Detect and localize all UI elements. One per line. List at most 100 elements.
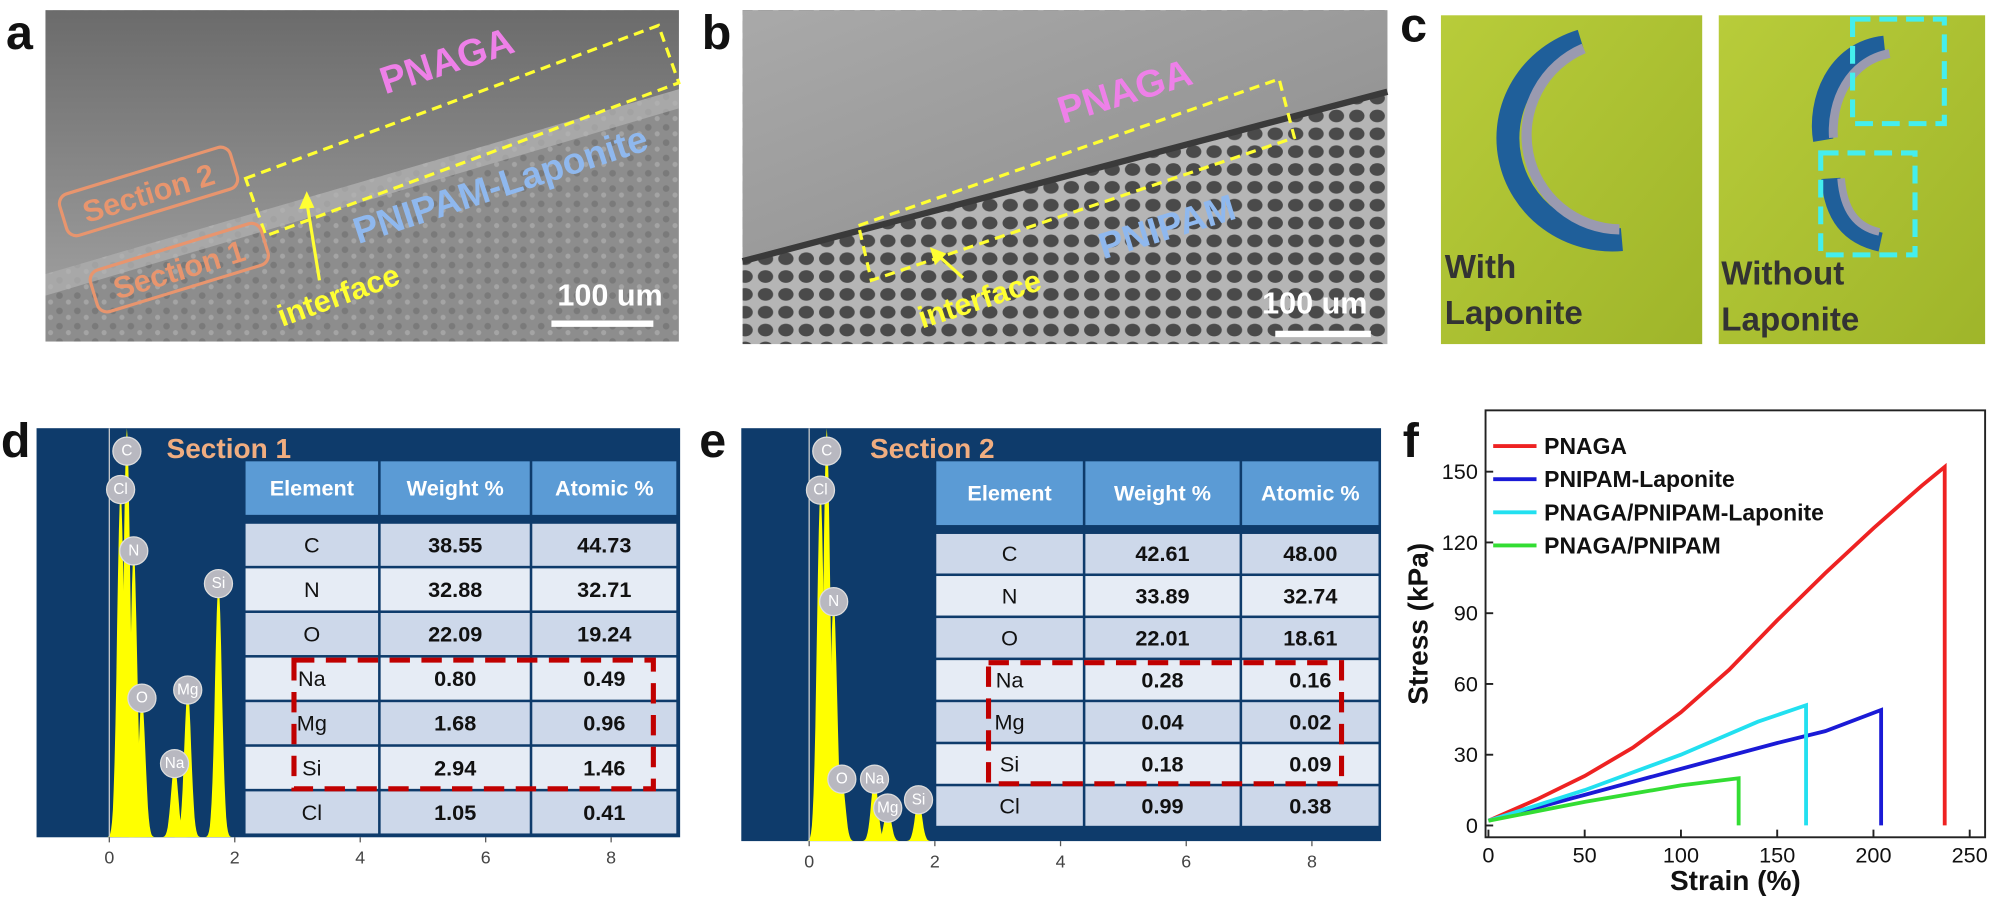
scale-bar-label: 100 um (557, 279, 662, 313)
table-text: 32.88 (428, 577, 482, 602)
x-tick-label: 200 (1855, 843, 1891, 868)
table-cell (245, 702, 379, 745)
spectrum-peak (128, 698, 156, 838)
table-header: Element (270, 476, 354, 501)
peak-badge (827, 764, 857, 794)
peak-badge (112, 436, 142, 466)
spectrum-d: Cl C N O Na Mg Si (105, 428, 234, 838)
table-header: Element (967, 481, 1051, 506)
table-header: Atomic % (1261, 481, 1360, 506)
table-header-cell (380, 461, 530, 515)
legend-label: PNAGA (1544, 433, 1627, 459)
y-axis-title: Stress (kPa) (1403, 543, 1434, 705)
y-tick-label: 90 (1454, 601, 1478, 626)
table-text: N (1002, 583, 1018, 608)
x-tick-label: 0 (1482, 843, 1494, 868)
table-text: 0.18 (1141, 752, 1183, 777)
x-tick-label: 0 (804, 851, 814, 871)
table-text: Cl (999, 794, 1019, 819)
peak-label: C (821, 443, 832, 460)
table-text: 0.28 (1141, 667, 1183, 692)
table-text: 42.61 (1135, 541, 1189, 566)
peak-label: C (121, 443, 132, 460)
table-cell (1085, 533, 1240, 574)
table-text: N (304, 577, 320, 602)
table-cell (380, 791, 530, 834)
table-cell (936, 660, 1083, 700)
table-cell (1242, 576, 1379, 616)
table-cell (532, 612, 677, 656)
peak-badge (819, 586, 849, 617)
table-text: 48.00 (1283, 541, 1337, 566)
peak-badge (203, 568, 234, 599)
table-cell (1242, 660, 1379, 700)
spectrum-peak (806, 490, 835, 841)
table-text: 38.55 (428, 532, 482, 557)
table-cell (380, 746, 530, 789)
scale-bar-label: 100 um (1262, 286, 1367, 320)
table-cell (245, 568, 379, 611)
x-tick-label: 6 (481, 848, 491, 868)
table-cell (936, 786, 1083, 826)
table-text: 0.02 (1289, 709, 1331, 734)
table-header: Atomic % (555, 476, 654, 501)
table-cell (245, 612, 379, 656)
table-text: 0.41 (583, 800, 625, 825)
table-cell (1242, 744, 1379, 784)
peak-badge (812, 436, 842, 466)
table-cell (245, 791, 379, 834)
table-cell (245, 523, 379, 566)
spectrum-peak (160, 763, 189, 838)
x-tick-label: 2 (930, 851, 940, 871)
table-cell (380, 702, 530, 745)
table-cell (1085, 576, 1240, 616)
table-text: O (303, 622, 320, 647)
peak-label: Si (912, 791, 926, 808)
table-text: 1.46 (583, 755, 625, 780)
peak-label: N (128, 542, 139, 559)
table-cell (380, 523, 530, 566)
table-text: Na (298, 666, 327, 691)
table-text: 0.04 (1141, 709, 1183, 734)
table-text: 0.38 (1289, 794, 1331, 819)
table-text: Mg (297, 711, 327, 736)
highlight-box (291, 657, 656, 792)
table-text: 0.16 (1289, 667, 1331, 692)
table-header-cell (245, 461, 379, 515)
x-tick-label: 6 (1181, 851, 1191, 871)
spectrum-peak (812, 428, 841, 841)
peak-badge (159, 748, 190, 779)
table-cell (380, 568, 530, 611)
table-header-cell (1242, 461, 1379, 526)
y-tick-label: 120 (1442, 530, 1478, 555)
table-cell (532, 791, 677, 834)
x-axis-title: Strain (%) (1670, 865, 1801, 896)
table-header-cell (1085, 461, 1240, 526)
section-title: Section 2 (870, 433, 995, 464)
table-cell (936, 702, 1083, 742)
x-tick-label: 4 (1056, 851, 1066, 871)
panel-label: c (1400, 0, 1427, 52)
y-tick-label: 150 (1442, 459, 1478, 484)
table-text: Cl (302, 800, 322, 825)
spectrum-peak (828, 779, 856, 842)
table-cell (936, 533, 1083, 574)
peak-label: N (828, 593, 839, 610)
table-cell (1085, 786, 1240, 826)
legend-label: PNIPAM-Laponite (1544, 466, 1735, 492)
table-cell (1085, 702, 1240, 742)
photo-label: Without (1721, 255, 1844, 292)
peak-badge (119, 536, 149, 566)
table-cell (1085, 618, 1240, 658)
peak-label: O (836, 771, 848, 788)
table-header-cell (936, 461, 1083, 526)
table-cell (380, 612, 530, 656)
spectrum-peak (106, 489, 135, 838)
table-text: C (1002, 541, 1018, 566)
photo-label: With (1445, 249, 1516, 286)
peak-badge (105, 474, 136, 505)
panel-label: f (1403, 414, 1420, 468)
table-text: 0.99 (1141, 794, 1183, 819)
table-header-cell (532, 461, 677, 515)
